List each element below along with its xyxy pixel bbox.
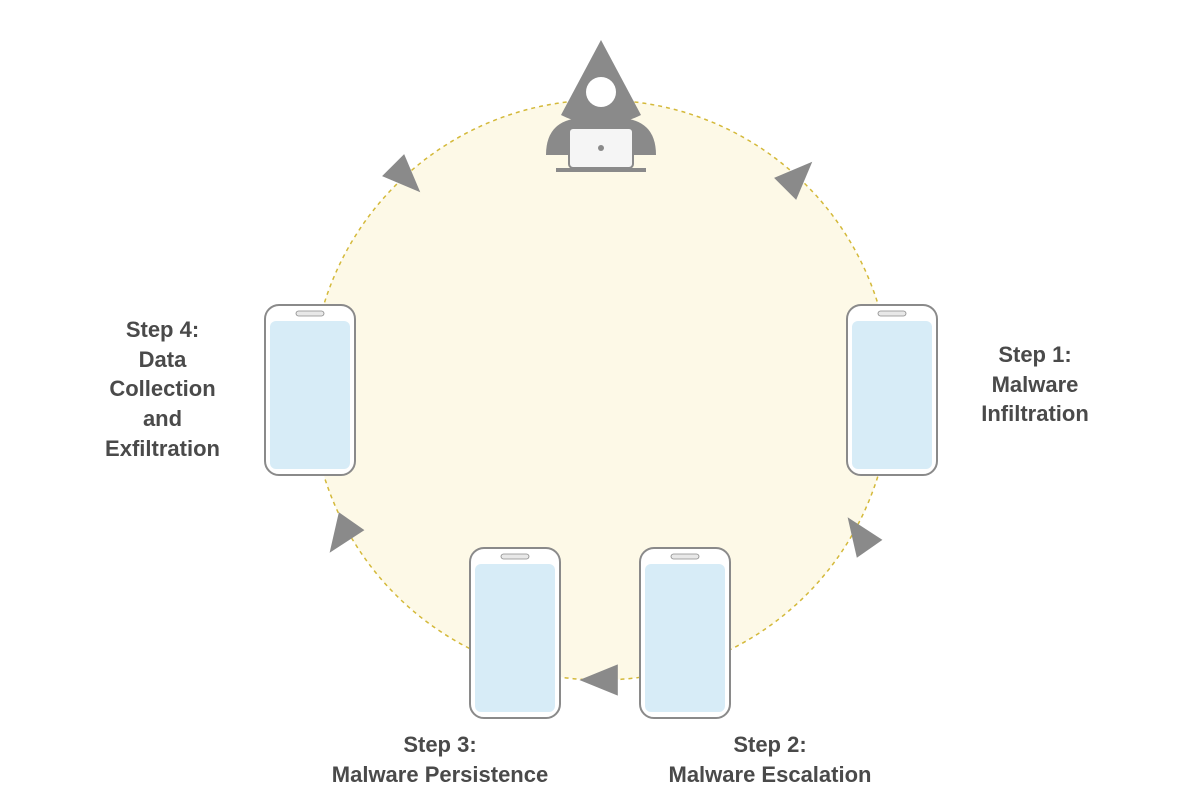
label-step4-line0: Step 4: [75, 315, 250, 345]
label-step1-line0: Step 1: [955, 340, 1115, 370]
phone-step2 [640, 548, 730, 718]
label-step3: Step 3:Malware Persistence [300, 730, 580, 789]
label-step1-line2: Infiltration [955, 399, 1115, 429]
label-step3-line1: Malware Persistence [300, 760, 580, 790]
label-step4-line4: Exfiltration [75, 434, 250, 464]
phone-step3 [470, 548, 560, 718]
diagram-stage: Step 1:MalwareInfiltrationStep 2:Malware… [0, 0, 1202, 798]
label-step2: Step 2:Malware Escalation [640, 730, 900, 789]
label-step1: Step 1:MalwareInfiltration [955, 340, 1115, 429]
label-step4: Step 4:DataCollectionandExfiltration [75, 315, 250, 463]
phone-step1 [847, 305, 937, 475]
label-step3-line0: Step 3: [300, 730, 580, 760]
label-step4-line2: Collection [75, 374, 250, 404]
phone-step4 [265, 305, 355, 475]
label-step2-line0: Step 2: [640, 730, 900, 760]
label-step4-line1: Data [75, 345, 250, 375]
cycle-circle [311, 100, 891, 680]
label-step4-line3: and [75, 404, 250, 434]
label-step2-line1: Malware Escalation [640, 760, 900, 790]
label-step1-line1: Malware [955, 370, 1115, 400]
